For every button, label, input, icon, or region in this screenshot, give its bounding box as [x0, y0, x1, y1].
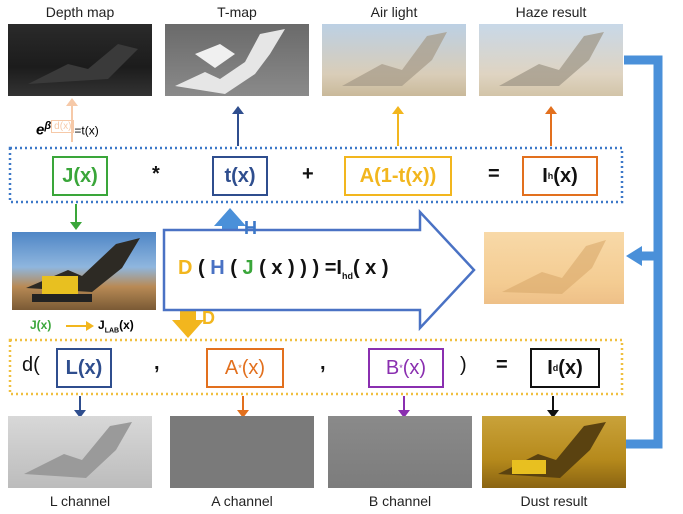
- haze-result-label: Haze result: [515, 4, 587, 20]
- comma-1: ,: [154, 352, 160, 374]
- original-photo: [12, 232, 156, 310]
- comma-2: ,: [320, 352, 326, 374]
- l-box: L(x): [56, 348, 112, 388]
- a-star-box: A * (x): [206, 348, 284, 388]
- dust-prefix: d(: [22, 354, 40, 376]
- h-label: H: [244, 218, 257, 238]
- dust-equals: =: [496, 354, 508, 376]
- d-label: D: [202, 308, 215, 328]
- dust-equation-frame: [8, 338, 624, 396]
- t-box: t(x): [212, 156, 268, 196]
- d-arrow: [172, 304, 204, 338]
- exp-formula: eβ d(x) =t(x): [36, 120, 99, 139]
- a-channel-image: [170, 416, 314, 488]
- plus-op: +: [302, 163, 314, 185]
- t-map-image: [165, 24, 309, 96]
- dust-result-label: Dust result: [520, 493, 588, 509]
- dust-result-image: [482, 416, 626, 488]
- lab-from: J(x): [30, 318, 52, 332]
- dust-close: ): [460, 354, 467, 376]
- a-channel-label: A channel: [211, 493, 273, 509]
- composite-arrow: [162, 208, 476, 332]
- b-channel-image: [328, 416, 472, 488]
- bracket-arrowhead: [626, 246, 642, 266]
- lab-to: JLAB(x): [98, 318, 134, 335]
- air-light-label: Air light: [370, 4, 418, 20]
- l-channel-label: L channel: [49, 493, 111, 509]
- haze-result-image: [479, 24, 623, 96]
- haze-dust-result-image: [484, 232, 624, 304]
- composite-formula: D ( H ( J ( x ) ) ) =Ihd( x ): [178, 257, 389, 281]
- b-channel-label: B channel: [368, 493, 432, 509]
- j-box: J(x): [52, 156, 108, 196]
- depth-map-image: [8, 24, 152, 96]
- equals-op: =: [488, 163, 500, 185]
- a-box: A(1-t(x)): [344, 156, 452, 196]
- air-light-image: [322, 24, 466, 96]
- b-star-box: B * (x): [368, 348, 444, 388]
- l-channel-image: [8, 416, 152, 488]
- times-op: *: [152, 163, 160, 185]
- depth-map-label: Depth map: [45, 4, 115, 20]
- haze-equation-frame: [8, 146, 624, 204]
- t-map-label: T-map: [217, 4, 257, 20]
